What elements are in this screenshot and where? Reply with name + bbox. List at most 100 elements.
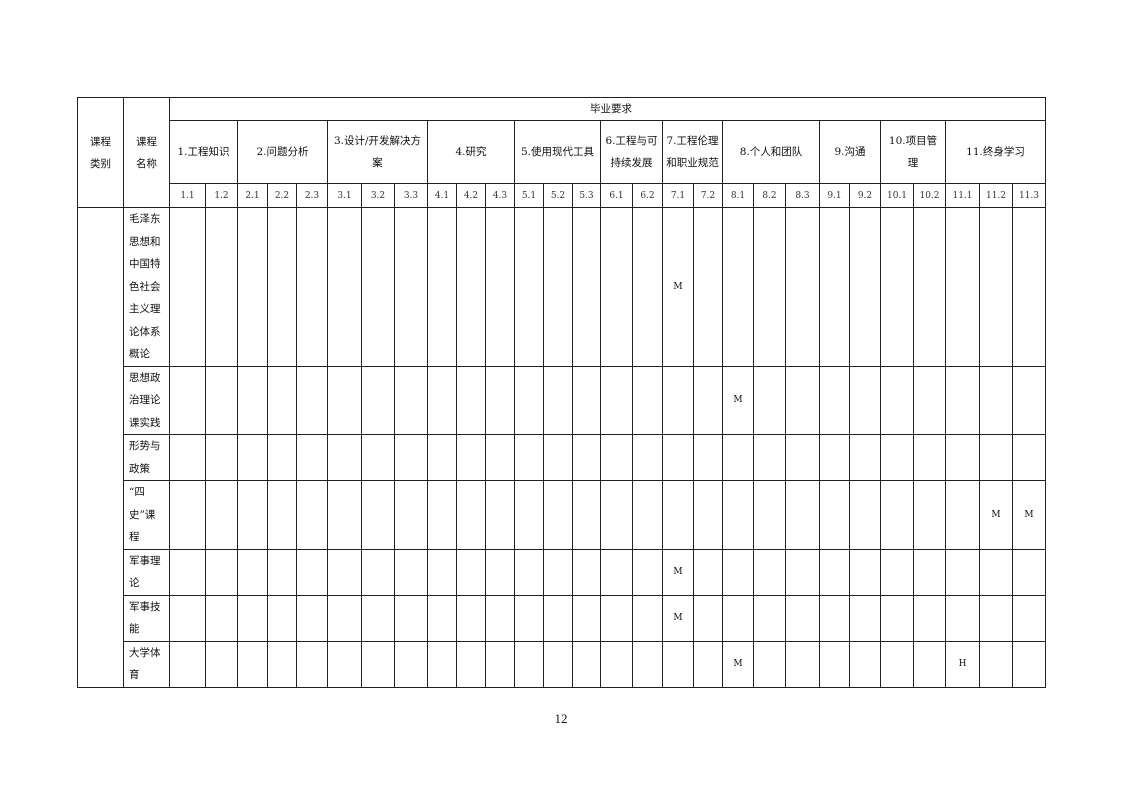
mapping-cell	[880, 640, 914, 688]
mapping-cell	[785, 207, 820, 367]
requirement-group-header: 9.沟通	[819, 120, 881, 184]
mapping-cell	[600, 548, 633, 596]
mapping-cell	[327, 207, 362, 367]
mapping-cell	[205, 480, 238, 550]
course-name-cell: 大学体育	[123, 640, 170, 688]
header-row-title: 课程 类别 课程 名称 毕业要求	[77, 97, 1046, 208]
mapping-cell: M	[722, 365, 754, 435]
mapping-cell	[693, 434, 723, 481]
mapping-cell	[979, 594, 1013, 642]
mapping-cell	[722, 594, 754, 642]
mapping-cell	[394, 640, 428, 688]
table-row: 军事技能 M	[78, 594, 1046, 642]
course-name-cell: 思想政 治理论 课实践	[123, 365, 170, 435]
table-row: 思想政 治理论 课实践 M	[78, 365, 1046, 435]
indicator-header: 11.1	[945, 183, 980, 208]
mapping-cell	[205, 434, 238, 481]
indicator-header: 4.2	[456, 183, 486, 208]
mapping-cell	[753, 207, 786, 367]
mapping-cell	[722, 434, 754, 481]
mapping-cell	[237, 207, 268, 367]
mapping-cell	[600, 434, 633, 481]
mapping-cell	[456, 594, 486, 642]
mapping-cell	[327, 480, 362, 550]
table-row: 大学体育 M H	[78, 640, 1046, 688]
mapping-cell	[237, 548, 268, 596]
mapping-cell	[632, 434, 663, 481]
mapping-cell	[600, 594, 633, 642]
indicator-header: 3.1	[327, 183, 362, 208]
mapping-cell	[514, 480, 544, 550]
mapping-cell	[205, 594, 238, 642]
course-name-line: 论体系	[129, 325, 161, 338]
table-row: 军事理论 M	[78, 548, 1046, 596]
mapping-cell	[267, 434, 297, 481]
mapping-cell	[296, 548, 328, 596]
mapping-cell	[753, 640, 786, 688]
indicator-header: 8.3	[785, 183, 820, 208]
mapping-cell	[361, 594, 395, 642]
mapping-cell	[819, 594, 850, 642]
course-name-cell: 军事技能	[123, 594, 170, 642]
indicator-header: 2.2	[267, 183, 297, 208]
mapping-cell	[394, 434, 428, 481]
mapping-cell	[662, 480, 694, 550]
mapping-cell	[456, 434, 486, 481]
mapping-cell	[485, 548, 515, 596]
mapping-cell	[205, 640, 238, 688]
requirement-group-header: 4.研究	[427, 120, 515, 184]
indicator-header: 1.2	[205, 183, 238, 208]
mapping-cell	[327, 548, 362, 596]
mapping-cell	[785, 365, 820, 435]
requirement-group-header: 3.设计/开发解决方案	[327, 120, 428, 184]
mapping-cell	[543, 548, 573, 596]
indicator-header: 1.1	[169, 183, 206, 208]
mapping-cell	[427, 480, 457, 550]
mapping-cell	[394, 480, 428, 550]
mapping-cell	[785, 480, 820, 550]
mapping-cell	[693, 480, 723, 550]
mapping-cell	[237, 365, 268, 435]
course-name-line: 概论	[129, 348, 150, 360]
mapping-cell	[913, 207, 946, 367]
mapping-cell	[456, 365, 486, 435]
mapping-cell	[600, 207, 633, 367]
mapping-cell	[945, 434, 980, 481]
mapping-cell	[945, 594, 980, 642]
mapping-cell	[361, 640, 395, 688]
mapping-cell: M	[662, 548, 694, 596]
mapping-cell	[600, 365, 633, 435]
mapping-cell	[514, 640, 544, 688]
mapping-cell: M	[722, 640, 754, 688]
mapping-cell	[169, 434, 206, 481]
mapping-cell	[514, 548, 544, 596]
course-name-line: 程	[129, 531, 140, 543]
mapping-cell	[543, 207, 573, 367]
mapping-cell	[722, 548, 754, 596]
course-name-line: 毛泽东	[129, 213, 161, 225]
course-name-line: 育	[129, 669, 140, 681]
course-name-line: 军事理	[129, 554, 161, 567]
mapping-cell	[169, 640, 206, 688]
header-label-line: 课程	[136, 135, 157, 148]
indicator-header: 11.2	[979, 183, 1013, 208]
header-label-line: 名称	[136, 157, 157, 170]
mapping-cell	[543, 640, 573, 688]
mapping-cell	[632, 207, 663, 367]
mapping-cell	[237, 640, 268, 688]
mapping-cell	[205, 548, 238, 596]
mapping-cell	[849, 548, 881, 596]
course-name-line: 中国特	[129, 258, 161, 270]
mapping-cell	[880, 548, 914, 596]
mapping-cell	[880, 480, 914, 550]
course-name-line: “四	[129, 486, 145, 498]
mapping-cell	[296, 480, 328, 550]
graduation-requirements-matrix: 课程 类别 课程 名称 毕业要求 1.工程知识 2.问题分析 3.设计/开发解决方案 4.研究 5…	[77, 97, 1046, 688]
mapping-cell	[600, 640, 633, 688]
mapping-cell	[169, 548, 206, 596]
course-name-line: 政策	[129, 462, 150, 475]
graduation-requirements-title: 毕业要求	[169, 97, 1046, 121]
mapping-cell	[267, 480, 297, 550]
mapping-cell	[1012, 434, 1046, 481]
course-name-cell: 形势与 政策	[123, 434, 170, 481]
